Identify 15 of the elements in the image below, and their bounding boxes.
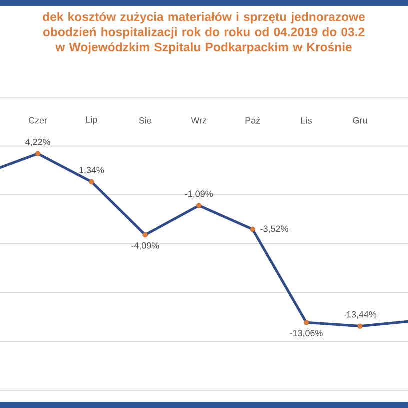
chart-title: dek kosztów zużycia materiałów i sprzętu jednorazowe obodzień hospitalizacji rok do roku od 04.2019 do 03.2 w Wojewódzkim Szpitalu Podkarpackim w Krośnie [43, 12, 365, 54]
x-tick-label: Paź [246, 117, 260, 124]
x-tick-label: Wrz [191, 117, 207, 124]
x-tick-label: Gru [353, 117, 368, 124]
x-tick-label: Czer [28, 117, 48, 124]
data-label: -13,06% [290, 330, 323, 338]
x-tick-label: Sie [139, 117, 152, 124]
data-label: 1,34% [80, 167, 104, 174]
data-label: -3,52% [260, 226, 288, 234]
data-label: 4,22% [25, 138, 50, 146]
data-label: -13,44% [344, 311, 377, 319]
x-tick-label: Lis [302, 117, 312, 124]
data-label: -1,09% [185, 190, 213, 198]
x-tick-label: Lip [86, 116, 98, 125]
data-label: -4,09% [132, 242, 160, 250]
